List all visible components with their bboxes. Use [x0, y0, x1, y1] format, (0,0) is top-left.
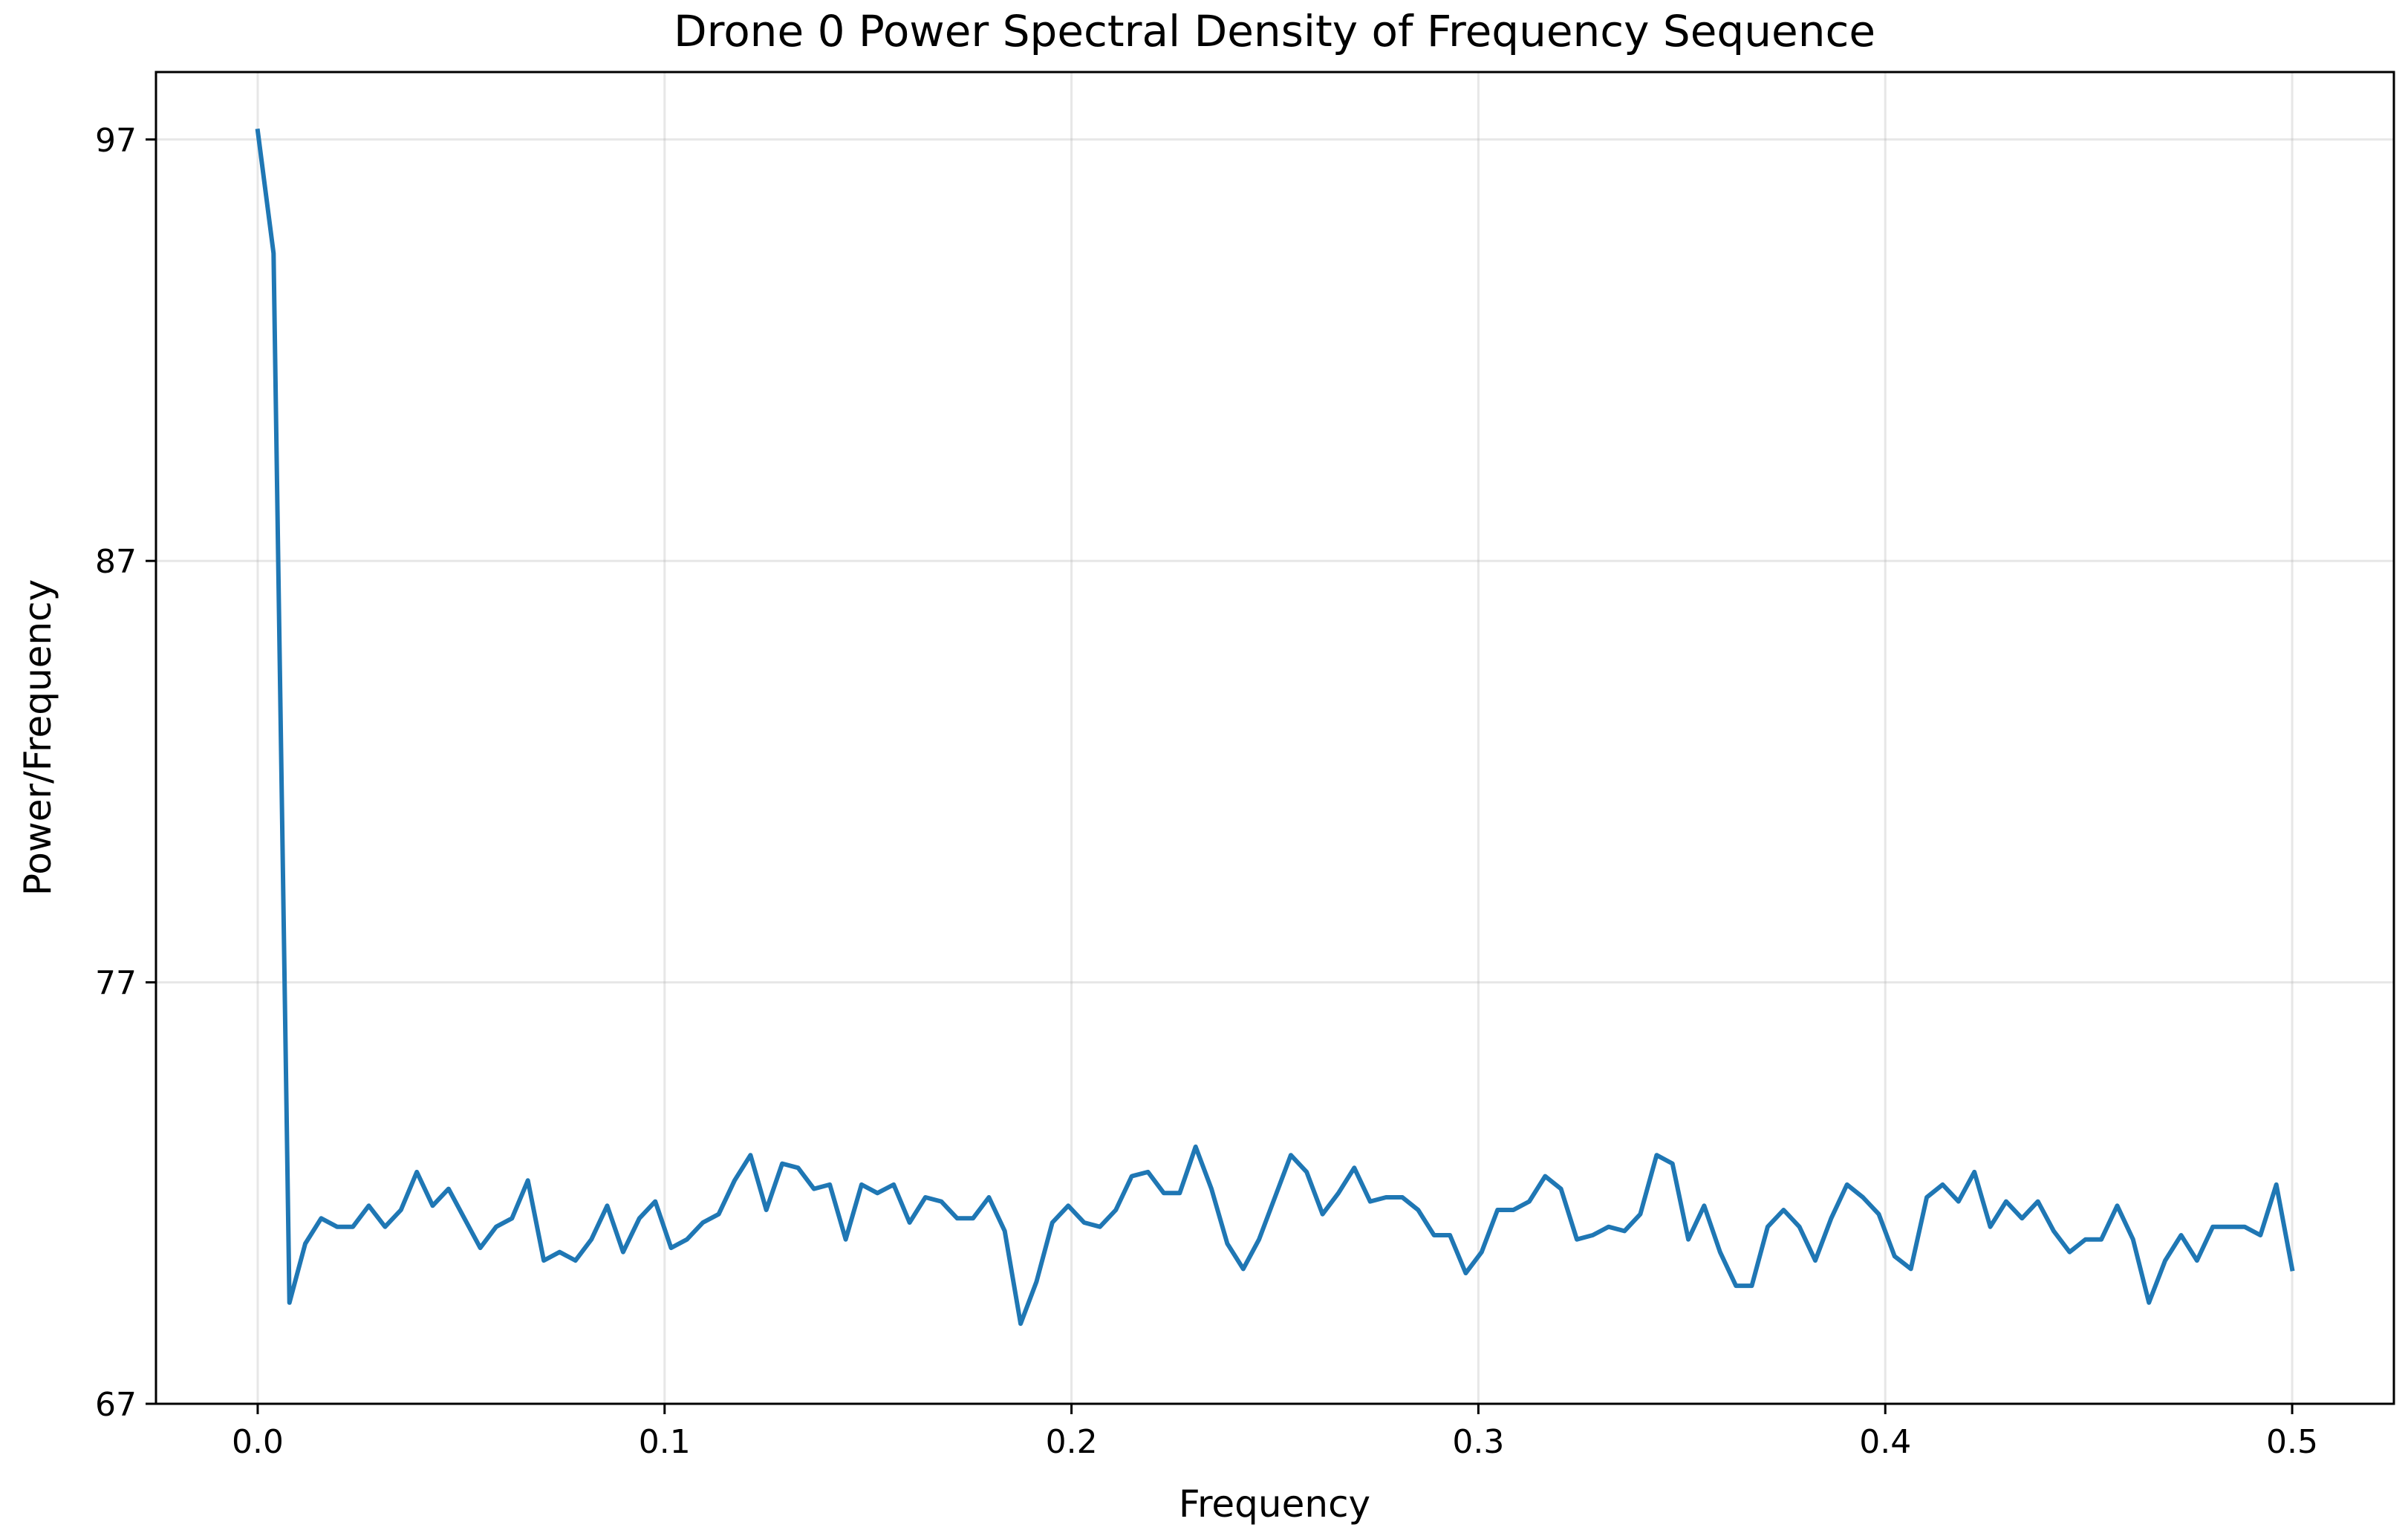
y-tick-label: 77 — [95, 965, 137, 1003]
y-axis-label: Power/Frequency — [16, 579, 59, 896]
y-tick-label: 67 — [95, 1386, 137, 1424]
x-tick-label: 0.1 — [639, 1423, 691, 1461]
chart-title: Drone 0 Power Spectral Density of Freque… — [674, 6, 1875, 56]
y-tick-label: 97 — [95, 122, 137, 160]
x-tick-label: 0.4 — [1859, 1423, 1911, 1461]
x-tick-label: 0.0 — [232, 1423, 284, 1461]
x-tick-label: 0.3 — [1452, 1423, 1504, 1461]
series-layer — [255, 128, 2295, 1327]
plot-frame — [154, 71, 2395, 1405]
x-tick-label: 0.2 — [1046, 1423, 1098, 1461]
series-line-0 — [255, 128, 2295, 1327]
axis-ticks: 0.0 0.1 0.2 0.3 0.4 0.5 67 77 87 97 — [95, 122, 2318, 1461]
x-tick-label: 0.5 — [2266, 1423, 2318, 1461]
x-axis-label: Frequency — [1179, 1483, 1370, 1526]
y-tick-label: 87 — [95, 543, 137, 581]
